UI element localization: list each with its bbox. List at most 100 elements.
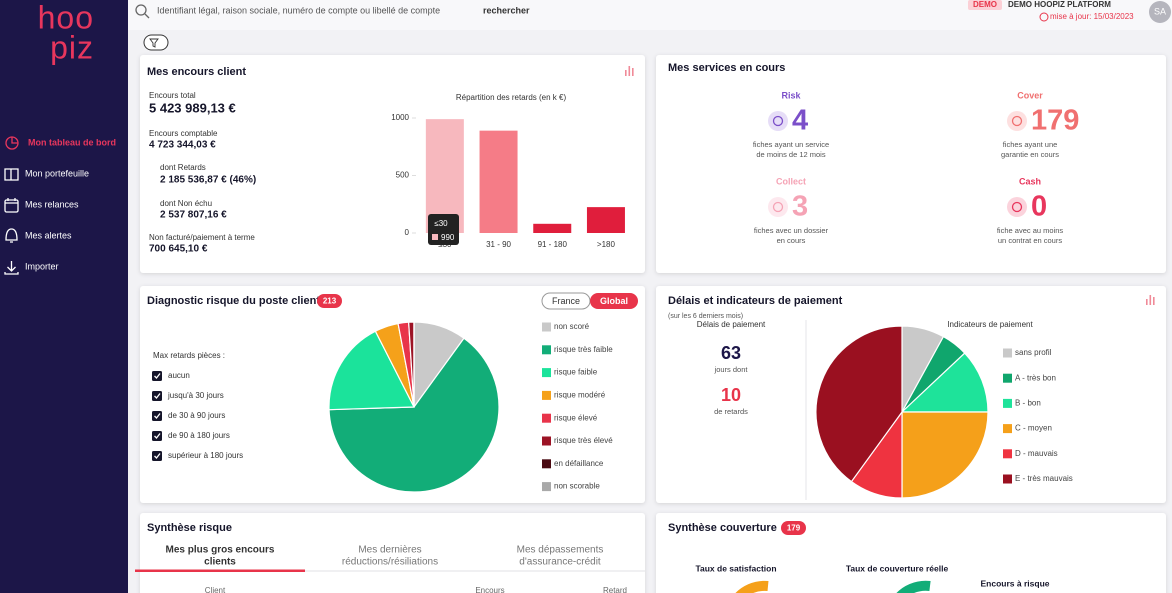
platform-name[interactable]: DEMO HOOPIZ PLATFORM [1008, 0, 1111, 9]
legend-swatch [542, 436, 551, 446]
checkmark [154, 453, 161, 459]
card-encours [140, 55, 645, 273]
service-caption: fiches ayant un service [753, 140, 829, 149]
chart-icon-bar [625, 70, 627, 76]
logo: hoo [38, 0, 94, 35]
legend-label: C - moyen [1015, 424, 1052, 433]
legend-label: non scorable [554, 482, 600, 491]
card-title: Diagnostic risque du poste clients [147, 295, 326, 307]
icon-calendar-top [5, 198, 18, 204]
active-tab-underline [135, 569, 305, 572]
checkbox-label[interactable]: supérieur à 180 jours [168, 451, 243, 460]
legend-swatch [1003, 348, 1012, 358]
kpi-value: 5 423 989,13 € [149, 100, 236, 115]
column-header: Client [205, 586, 226, 593]
checkbox[interactable] [152, 391, 162, 401]
legend-swatch [542, 368, 551, 378]
service-name: Collect [776, 176, 806, 186]
clock-icon [1039, 12, 1049, 22]
y-tick-label: 1000 [391, 113, 409, 122]
checkbox[interactable] [152, 451, 162, 461]
checkbox-label[interactable]: de 30 à 90 jours [168, 411, 225, 420]
section-title: Délais de paiement [697, 320, 766, 329]
checkbox-label[interactable]: jusqu'à 30 jours [167, 391, 224, 400]
y-tick-label: 500 [396, 171, 410, 180]
legend-label: risque élevé [554, 413, 598, 422]
filter-title: Max retards pièces : [153, 351, 225, 360]
tab-label[interactable]: Mes plus gros encours [166, 545, 275, 556]
legend-swatch [542, 322, 551, 332]
tab-label[interactable]: Mes dernières [358, 545, 421, 556]
legend-label: en défaillance [554, 459, 604, 468]
checkbox-label[interactable]: de 90 à 180 jours [168, 431, 230, 440]
toggle-global[interactable] [590, 293, 638, 309]
checkmark [154, 413, 161, 419]
toggle-label[interactable]: Global [600, 296, 628, 306]
legend-label: risque très élevé [554, 436, 613, 445]
x-tick-label: 31 - 90 [486, 240, 511, 249]
nav-item[interactable]: Mes alertes [25, 230, 72, 240]
gauge-satisfaction [735, 580, 769, 593]
legend-swatch [1003, 474, 1012, 484]
sidebar [0, 0, 128, 593]
service-icon-glyph [1011, 115, 1023, 127]
service-icon-glyph [1011, 201, 1023, 213]
nav-item[interactable]: Mes relances [25, 199, 79, 209]
checkbox-label[interactable]: aucun [168, 371, 190, 380]
service-count: 179 [1031, 105, 1079, 137]
tab-label[interactable]: clients [204, 557, 236, 568]
tab-label[interactable]: réductions/résiliations [342, 557, 438, 568]
checkbox[interactable] [152, 371, 162, 381]
chart-icon-bar [628, 66, 631, 76]
count-badge [317, 294, 342, 308]
legend-swatch [1003, 449, 1012, 459]
kpi-label: Encours total [149, 91, 196, 100]
search-icon-handle [144, 13, 150, 19]
search-button[interactable]: rechercher [483, 5, 530, 15]
service-caption: de moins de 12 mois [756, 150, 825, 159]
chart-icon[interactable] [1146, 295, 1155, 305]
nav-item[interactable]: Importer [25, 261, 59, 271]
service-count: 4 [792, 105, 808, 137]
nav-item[interactable]: Mon tableau de bord [28, 137, 116, 147]
service-caption: un contrat en cours [998, 236, 1062, 245]
search-input[interactable]: Identifiant légal, raison sociale, numér… [157, 5, 440, 15]
service-name: Cover [1017, 90, 1043, 100]
legend-label: risque très faible [554, 345, 613, 354]
column-header: Retard [603, 586, 627, 593]
pie-slice [815, 325, 903, 483]
avatar-text[interactable]: SA [1154, 6, 1166, 16]
count-badge [781, 521, 806, 535]
icon-dashboard-hand [11, 137, 18, 144]
tooltip-title: ≤30 [434, 219, 448, 228]
card-title: Délais et indicateurs de paiement [668, 295, 843, 307]
tab-label[interactable]: Mes dépassements [517, 545, 604, 556]
search-icon[interactable] [135, 4, 147, 16]
kpi-value: 4 723 344,03 € [149, 140, 216, 151]
filter-button[interactable] [143, 34, 169, 51]
kpi-label: dont Retards [160, 163, 206, 172]
icon-book [4, 168, 19, 181]
avatar[interactable] [1149, 1, 1171, 23]
kpi-value: 2 185 536,87 € (46%) [160, 175, 256, 186]
toggle-label[interactable]: France [552, 296, 580, 306]
chart-title: Répartition des retards (en k €) [456, 93, 567, 102]
logo: piz [50, 29, 94, 65]
bar [533, 223, 572, 233]
legend-swatch [542, 345, 551, 355]
count-badge-text: 213 [323, 297, 337, 306]
service-caption: fiches avec un dossier [754, 226, 829, 235]
gauge-couverture [896, 580, 931, 593]
x-tick-label: >180 [597, 240, 616, 249]
chart-icon-bar [1153, 297, 1155, 305]
tab-label[interactable]: d'assurance-crédit [519, 557, 601, 568]
checkbox[interactable] [152, 431, 162, 441]
service-count: 0 [1031, 191, 1047, 223]
chart-icon[interactable] [625, 66, 634, 76]
card-title: Mes encours client [147, 66, 246, 78]
chart-icon-bar [632, 68, 634, 76]
checkbox[interactable] [152, 411, 162, 421]
legend-label: E - très mauvais [1015, 474, 1073, 483]
service-count: 3 [792, 191, 808, 223]
nav-item[interactable]: Mon portefeuille [25, 168, 89, 178]
